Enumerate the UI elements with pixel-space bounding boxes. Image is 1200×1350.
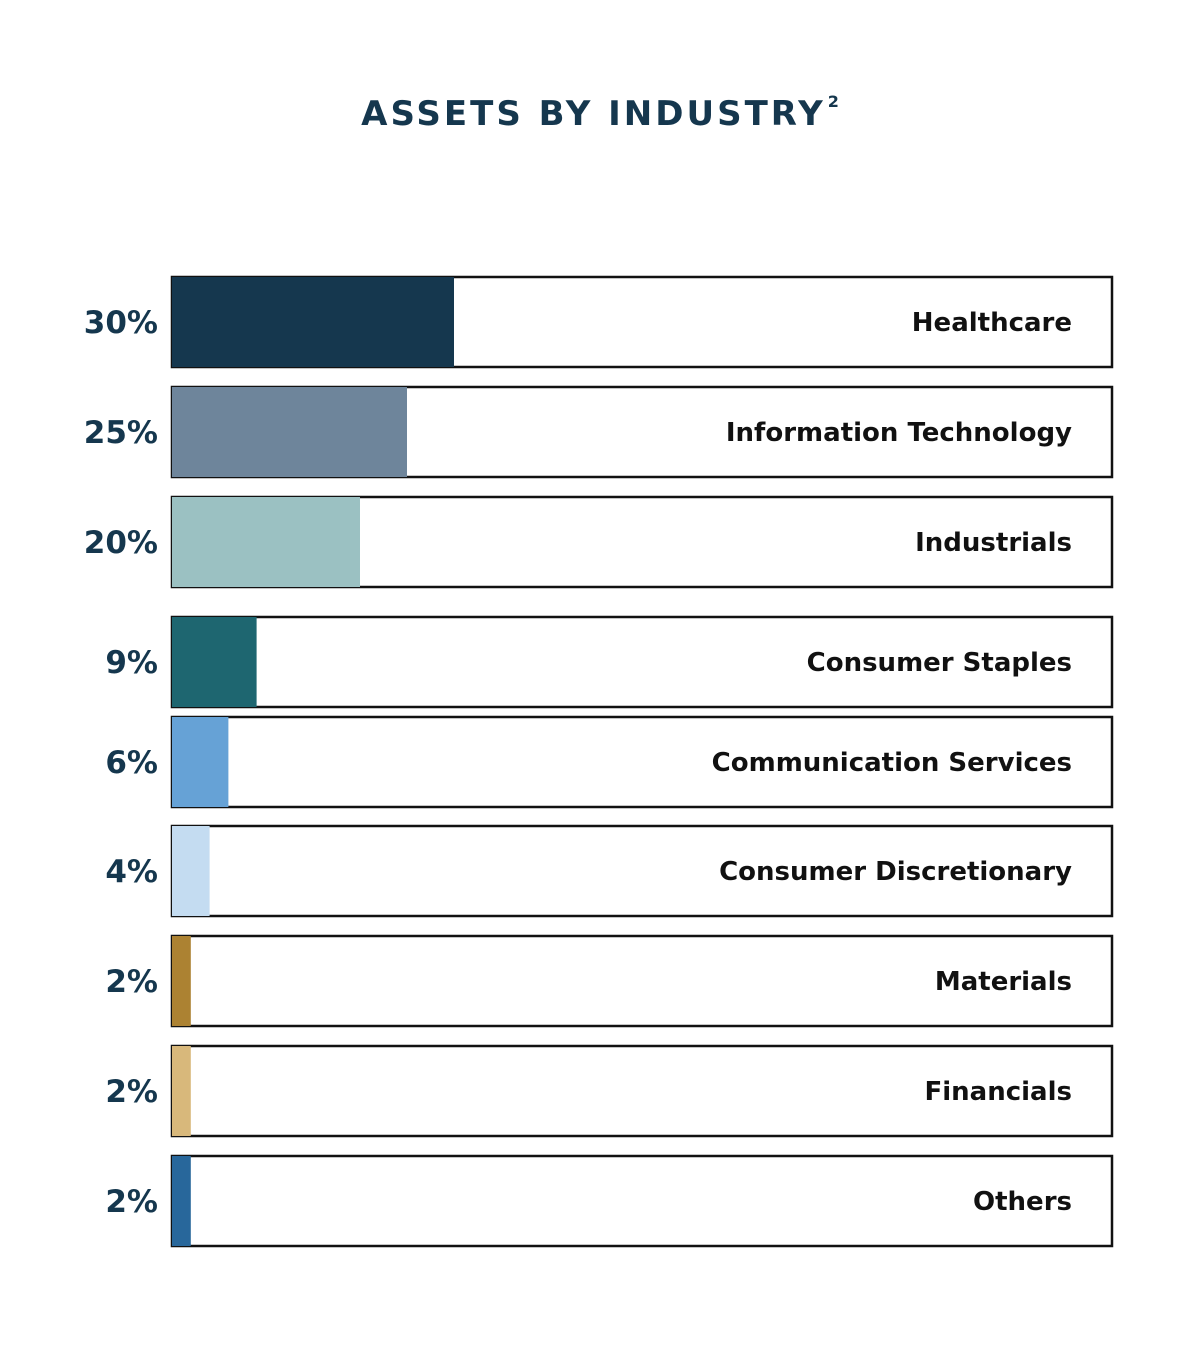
bar-healthcare: [172, 277, 454, 367]
bar-frame-consumer-staples: [170, 615, 1114, 709]
value-label-information-technology: 25%: [84, 415, 158, 451]
chart-title-text: ASSETS BY INDUSTRY: [361, 94, 826, 134]
bar-frame-materials: [170, 934, 1114, 1028]
category-label-financials: Financials: [925, 1077, 1073, 1107]
value-label-consumer-discretionary: 4%: [105, 854, 158, 890]
bar-consumer-discretionary: [172, 826, 210, 916]
category-label-consumer-discretionary: Consumer Discretionary: [719, 857, 1072, 887]
bar-frame-others: [170, 1154, 1114, 1248]
category-label-others: Others: [973, 1187, 1072, 1217]
value-label-industrials: 20%: [84, 525, 158, 561]
bar-communication-services: [172, 717, 229, 807]
bar-information-technology: [172, 387, 407, 477]
value-label-financials: 2%: [105, 1074, 158, 1110]
bar-financials: [172, 1046, 191, 1136]
category-label-industrials: Industrials: [915, 528, 1072, 558]
category-label-materials: Materials: [935, 967, 1072, 997]
value-label-communication-services: 6%: [105, 745, 158, 781]
bar-frame-communication-services: [170, 715, 1114, 809]
value-label-healthcare: 30%: [84, 305, 158, 341]
bar-consumer-staples: [172, 617, 257, 707]
chart-title-footnote: 2: [827, 92, 839, 111]
bar-frame-consumer-discretionary: [170, 824, 1114, 918]
value-label-consumer-staples: 9%: [105, 645, 158, 681]
bar-industrials: [172, 497, 360, 587]
bar-materials: [172, 936, 191, 1026]
category-label-consumer-staples: Consumer Staples: [807, 648, 1072, 678]
bar-others: [172, 1156, 191, 1246]
category-label-information-technology: Information Technology: [726, 418, 1072, 448]
bar-frame-financials: [170, 1044, 1114, 1138]
value-label-materials: 2%: [105, 964, 158, 1000]
chart-title: ASSETS BY INDUSTRY 2: [0, 92, 1200, 134]
value-label-others: 2%: [105, 1184, 158, 1220]
category-label-communication-services: Communication Services: [712, 748, 1072, 778]
category-label-healthcare: Healthcare: [912, 308, 1072, 338]
